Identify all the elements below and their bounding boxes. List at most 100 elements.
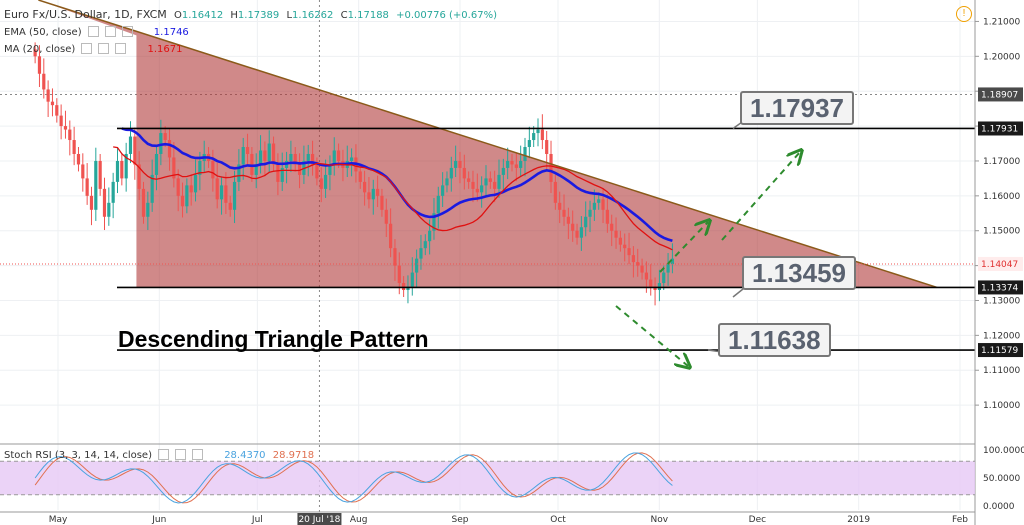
candle-body [293,153,297,165]
price-tag-label: 1.18907 [981,90,1018,100]
candle-body [154,153,159,175]
stoch-band [0,461,975,495]
open-value: 1.16412 [181,10,224,21]
candle-body [198,160,202,175]
candle-body [315,164,319,179]
candle-body [536,129,540,134]
candle-body [445,178,449,186]
time-axis[interactable]: May Jun Jul Aug Sep Oct Nov Dec 2019 Feb 20 Jul '1… [0,511,975,525]
eye-icon[interactable] [81,43,93,54]
candle-body [37,56,42,74]
candle-body [657,283,662,291]
y-tick-label: 1.15000 [983,227,1020,237]
settings-icon[interactable] [175,449,186,460]
symbol-name[interactable]: Euro Fx/U.S. Dollar, 1D, FXCM [4,8,167,21]
settings-icon[interactable] [98,43,110,54]
ema-value: 1.1746 [153,26,189,38]
x-tick-label: May [49,515,68,525]
arrow-up-2 [721,152,800,241]
close-icon[interactable] [115,43,127,54]
candle-body [653,286,657,291]
callout-current: 1.13459 [742,256,856,290]
candle-body [601,199,605,210]
candle-body [631,255,635,263]
ema-legend: EMA (50, close) 1.1746 [4,26,193,38]
candle-body [579,227,583,238]
candle-body [436,195,440,214]
stoch-label[interactable]: Stoch RSI (3, 3, 14, 14, close) [4,449,152,461]
candle-body [250,153,254,175]
stoch-d-value: 28.9718 [272,449,315,461]
close-icon[interactable] [121,26,133,37]
candle-body [367,192,371,200]
candle-body [55,105,59,116]
open-label: O [173,10,182,21]
y-tick-label: 1.10000 [983,401,1020,411]
candle-body [33,49,37,57]
candle-body [332,150,336,165]
candle-body [349,157,354,161]
candle-body [72,140,76,154]
candle-body [76,153,81,165]
candle-body [46,89,50,102]
candle-body [549,153,553,182]
candle-body [176,178,180,196]
candle-body [245,147,250,154]
candle-body [497,174,501,189]
candle-body [254,164,258,175]
price-tag-label: 1.13374 [981,283,1018,293]
y-tick-label: 1.20000 [983,52,1020,62]
settings-icon[interactable] [104,26,116,37]
candle-body [124,153,128,179]
candle-body [636,262,640,266]
candle-body [523,147,527,161]
x-tick-label: 2019 [847,515,870,525]
price-tag-label: 1.14047 [981,260,1018,270]
ma-legend: MA (20, close) 1.1671 [4,43,186,55]
y-tick-label: 1.16000 [983,192,1020,202]
candle-body [89,195,94,210]
x-tick-label: Nov [651,515,669,525]
candle-body [649,279,653,287]
candle-body [211,160,215,179]
candle-body [167,140,172,158]
eye-icon[interactable] [158,449,169,460]
close-icon[interactable] [192,449,203,460]
high-label: H [230,10,238,21]
arrow-up-1 [659,222,708,273]
candle-body [605,209,609,224]
x-tick-label: Jun [151,515,166,525]
callout-support: 1.11638 [718,323,831,357]
candle-body [371,188,375,200]
ema-label[interactable]: EMA (50, close) [4,26,82,38]
candle-body [133,136,137,165]
y-tick-label: 1.21000 [983,17,1020,27]
candle-body [562,209,566,217]
candle-body [150,174,154,203]
candle-body [102,188,107,217]
low-value: 1.16262 [292,10,334,21]
candle-body [384,209,388,224]
alert-icon[interactable]: ! [956,6,972,22]
candle-body [94,160,98,210]
candle-body [644,272,648,280]
candle-body [137,164,141,189]
candle-body [553,181,557,203]
stoch-tick-label: 0.0000 [983,502,1015,512]
candle-body [640,265,644,273]
ma-label[interactable]: MA (20, close) [4,43,76,55]
projection-arrows [615,152,800,366]
price-tag-bg [978,256,1023,271]
candle-body [571,223,575,231]
candle-body [63,126,68,130]
candle-body [584,216,588,228]
x-tick-label: Oct [550,515,566,525]
candle-body [107,202,111,217]
candle-body [280,167,284,182]
candle-body [670,258,675,265]
stoch-tick-label: 50.0000 [983,474,1020,484]
eye-icon[interactable] [87,26,99,37]
candle-body [120,160,124,179]
candle-body [185,185,189,207]
